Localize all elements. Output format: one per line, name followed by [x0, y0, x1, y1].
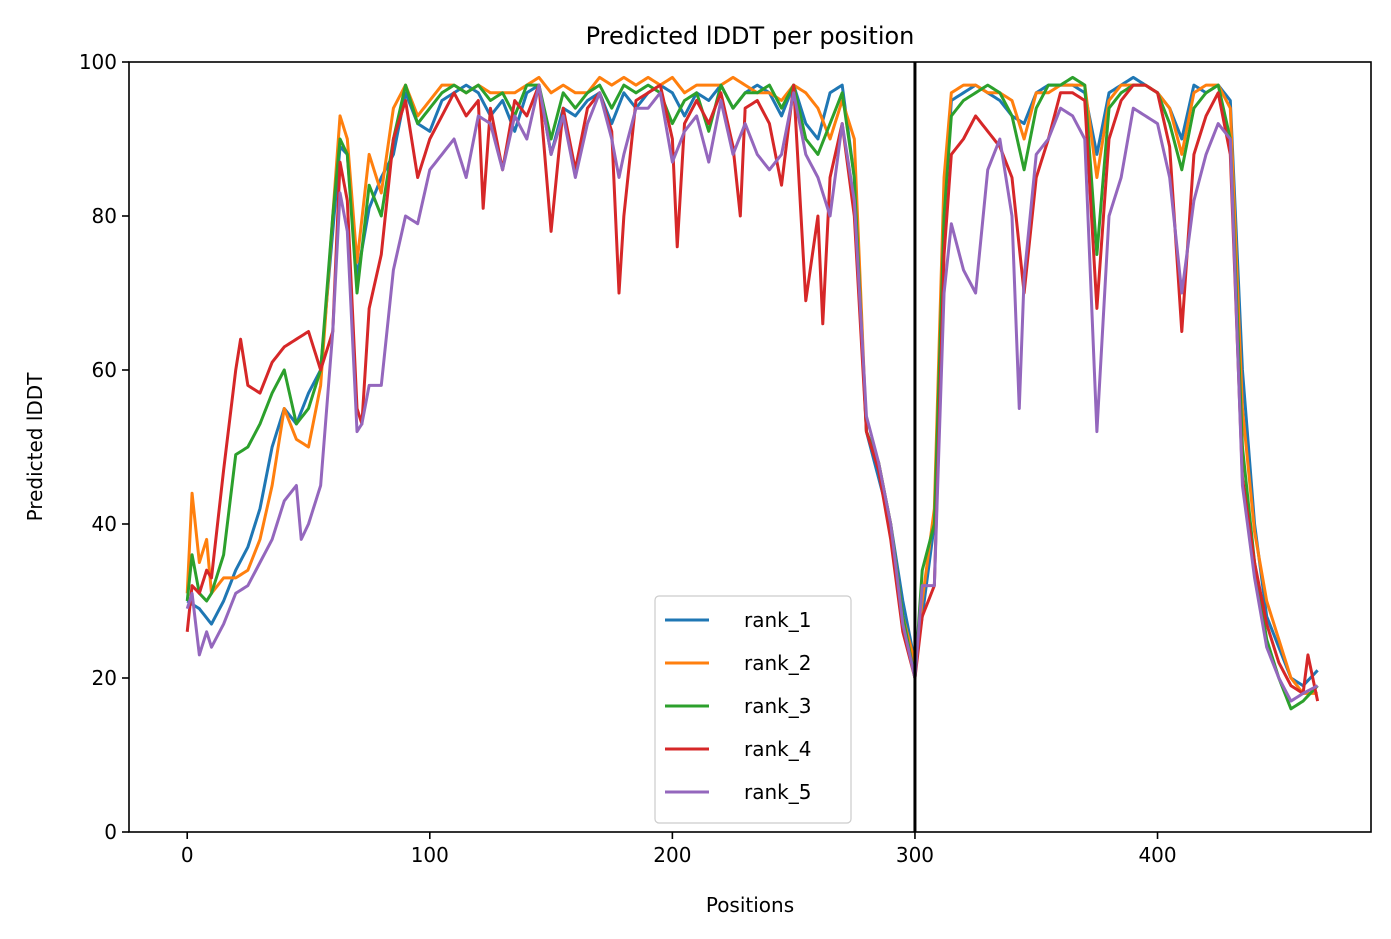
x-tick-label: 0	[181, 843, 194, 867]
legend-label-rank_2: rank_2	[744, 651, 811, 675]
x-tick-label: 300	[896, 843, 934, 867]
series-line-rank_4	[185, 83, 1320, 702]
legend: rank_1 rank_2 rank_3 rank_4 rank_5	[654, 595, 852, 824]
y-tick-label: 20	[92, 666, 117, 690]
series-line-rank_5	[185, 83, 1319, 703]
y-tick-label: 40	[92, 512, 117, 536]
y-axis-label: Predicted lDDT	[23, 372, 47, 522]
y-tick-label: 0	[104, 820, 117, 844]
y-tick-label: 60	[92, 358, 117, 382]
series-line-rank_3	[185, 75, 1319, 711]
x-axis-ticks: 0 100 200 300 400	[181, 832, 1177, 867]
legend-label-rank_3: rank_3	[744, 694, 811, 718]
plot-frame	[128, 61, 1372, 833]
legend-box	[654, 595, 852, 824]
x-axis-label: Positions	[706, 893, 794, 917]
legend-label-rank_1: rank_1	[744, 608, 811, 632]
chart-title: Predicted lDDT per position	[586, 22, 915, 50]
legend-label-rank_4: rank_4	[744, 737, 811, 761]
x-tick-label: 400	[1138, 843, 1176, 867]
plot-area	[128, 61, 1372, 833]
legend-label-rank_5: rank_5	[744, 780, 811, 804]
y-tick-label: 80	[92, 204, 117, 228]
series-line-rank_2	[185, 75, 1318, 695]
y-tick-label: 100	[79, 50, 117, 74]
x-tick-label: 100	[411, 843, 449, 867]
y-axis-ticks: 0 20 40 60 80 100	[79, 50, 129, 844]
x-tick-label: 200	[653, 843, 691, 867]
